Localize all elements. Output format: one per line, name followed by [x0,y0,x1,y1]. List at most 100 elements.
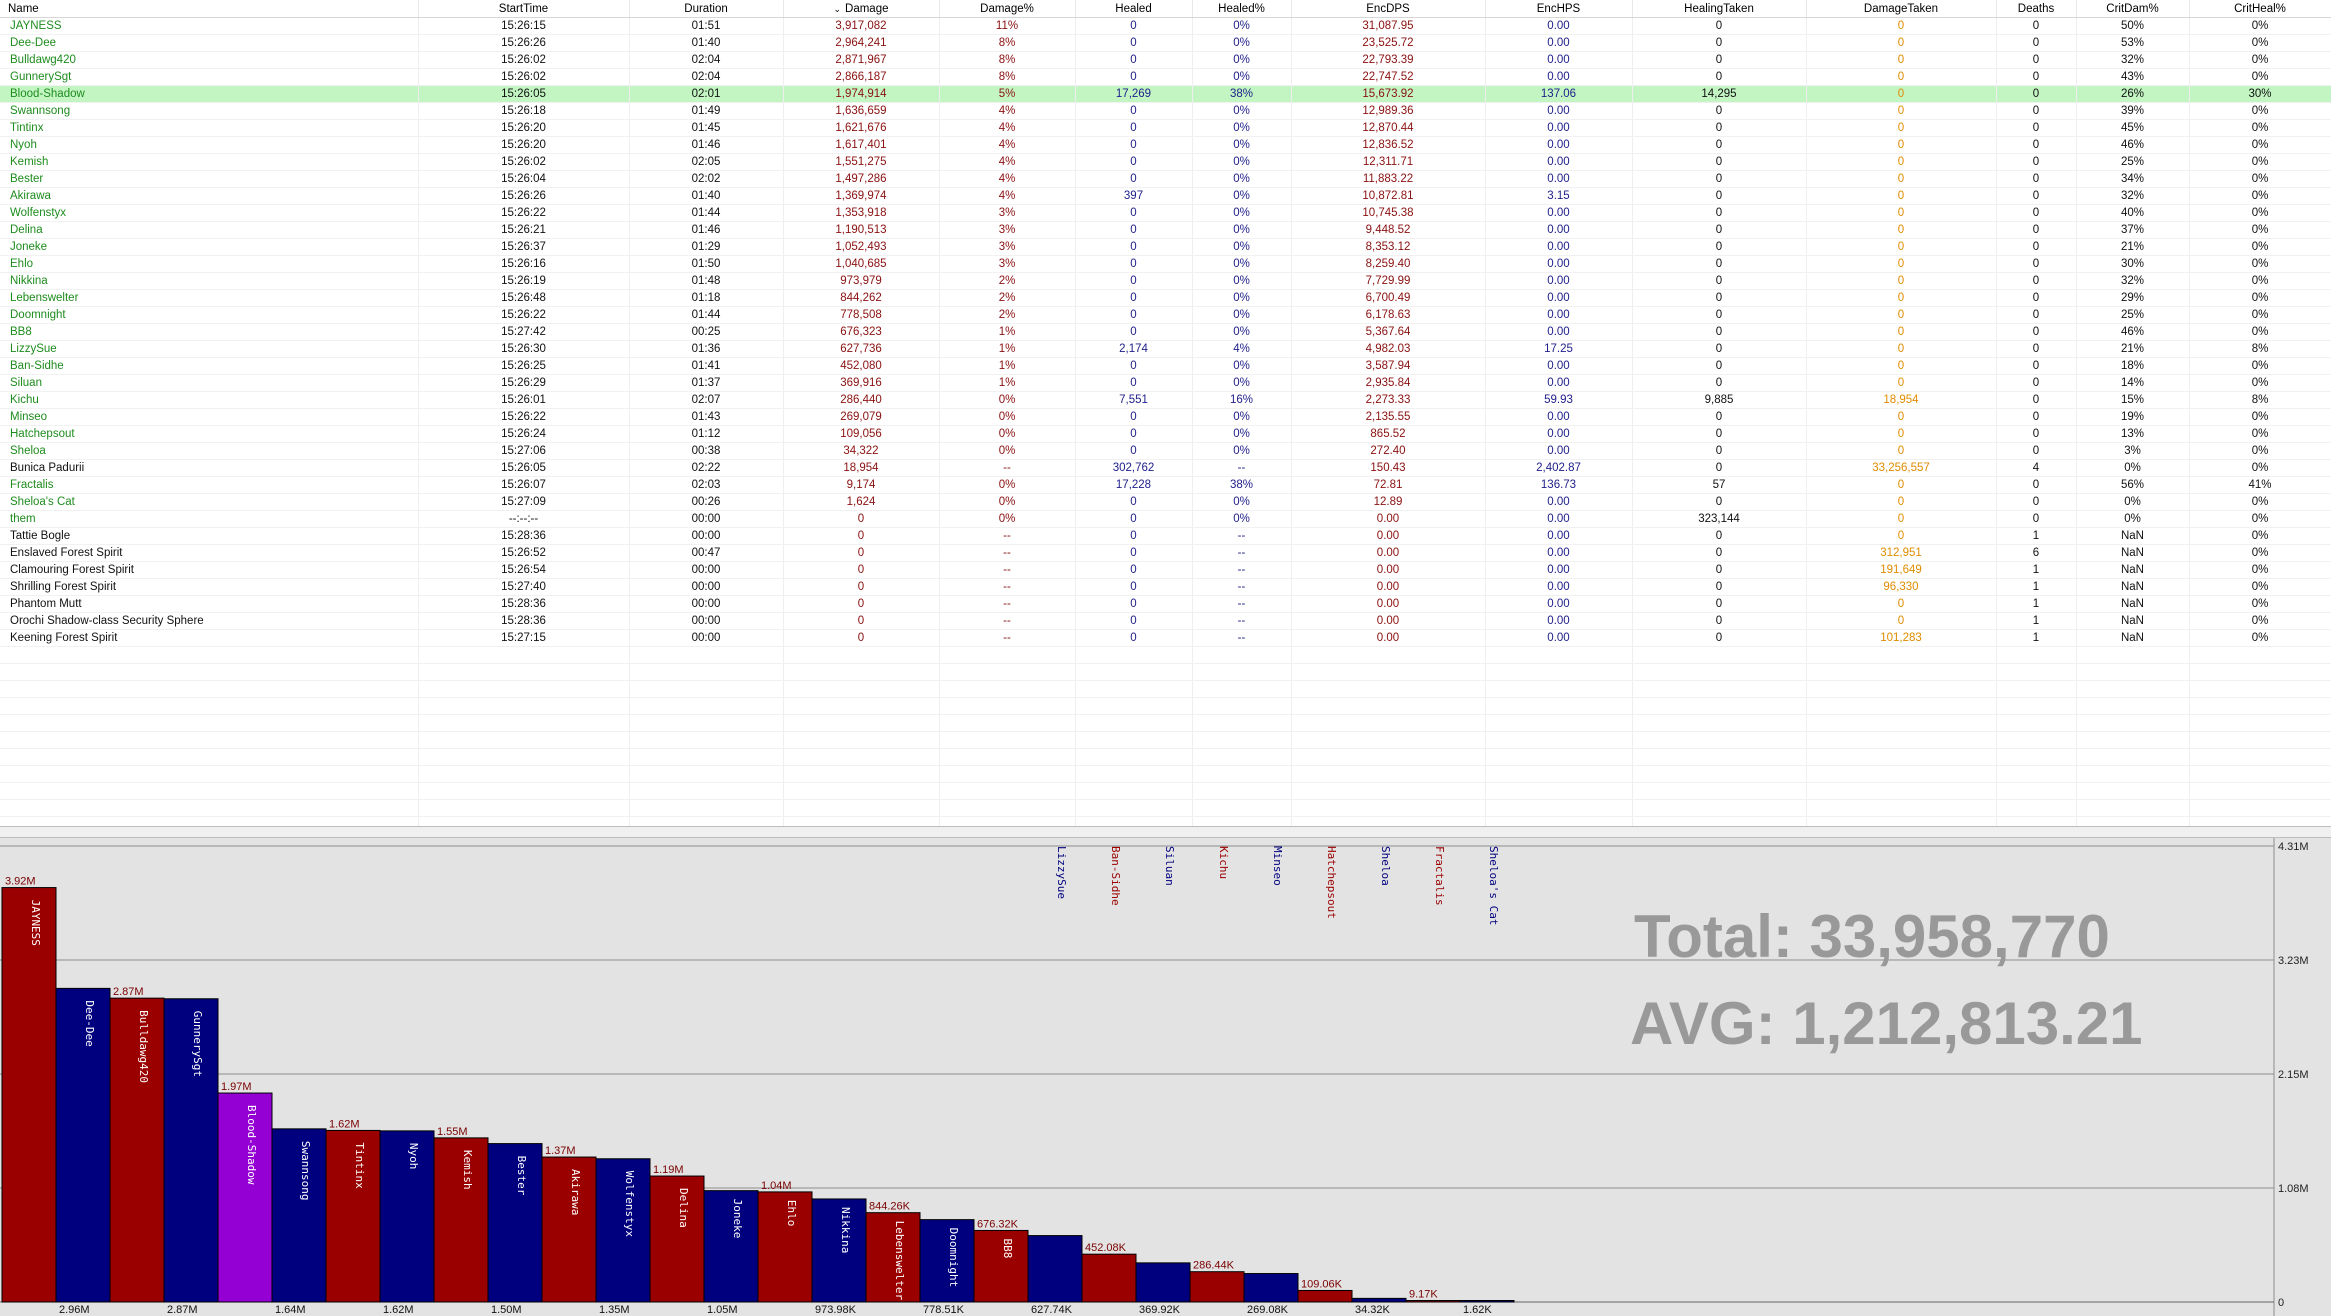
bar[interactable] [217,1092,273,1303]
column-header-damage-pct[interactable]: Damage% [939,0,1076,18]
axis-tick-label: 0 [2278,1297,2284,1309]
empty-cell [1632,782,1807,800]
table-row[interactable]: Kemish 15:26:02 02:05 1,551,275 4% 0 0% 12,311.… [0,153,2331,171]
bar[interactable] [1135,1262,1191,1303]
bar[interactable] [1459,1300,1515,1303]
column-header-name[interactable]: Name [0,0,419,18]
column-header-encdps[interactable]: EncDPS [1291,0,1486,18]
table-row[interactable]: JAYNESS 15:26:15 01:51 3,917,082 11% 0 0% 31,08… [0,17,2331,35]
table-row[interactable]: Keening Forest Spirit 15:27:15 00:00 0 -- 0 --… [0,629,2331,647]
bar[interactable] [325,1129,381,1303]
table-row[interactable]: Enslaved Forest Spirit 15:26:52 00:47 0 -- 0-… [0,544,2331,562]
bar[interactable] [973,1229,1029,1303]
table-row[interactable]: BB8 15:27:42 00:25 676,323 1% 0 0% 5,367.64 0.00… [0,323,2331,341]
cell-start-time: 15:26:05 [418,85,630,103]
column-header-deaths[interactable]: Deaths [1996,0,2077,18]
table-row[interactable]: GunnerySgt 15:26:02 02:04 2,866,187 8% 0 0% 22,… [0,68,2331,86]
table-row[interactable]: Clamouring Forest Spirit 15:26:54 00:00 0 --… [0,561,2331,579]
bar[interactable] [379,1130,435,1303]
bar[interactable] [541,1156,597,1303]
cell-damage: 1,974,914 [783,85,940,103]
column-header-label: HealingTaken [1684,2,1754,15]
table-row[interactable]: Bunica Padurii 15:26:05 02:22 18,954 -- 302,7… [0,459,2331,477]
column-header-healingtaken[interactable]: HealingTaken [1632,0,1807,18]
column-header-enchps[interactable]: EncHPS [1485,0,1633,18]
table-row[interactable]: Kichu 15:26:01 02:07 286,440 0% 7,551 16% 2,273… [0,391,2331,409]
table-row[interactable]: Bulldawg420 15:26:02 02:04 2,871,967 8% 0 0% 22… [0,51,2331,69]
column-header-healed[interactable]: Healed [1075,0,1193,18]
bar[interactable] [919,1219,975,1303]
empty-row [0,663,2331,681]
empty-cell [2076,731,2190,749]
column-header-critheal-pct[interactable]: CritHeal% [2189,0,2331,18]
bar[interactable] [109,997,165,1303]
cell-healing-taken: 0 [1632,153,1807,171]
table-row[interactable]: Hatchepsout 15:26:24 01:12 109,056 0% 0 0% 865.… [0,425,2331,443]
panel-splitter[interactable] [0,826,2331,838]
bar[interactable] [1,887,57,1303]
bar[interactable] [1351,1297,1407,1303]
table-row[interactable]: Swannsong 15:26:18 01:49 1,636,659 4% 0 0% 12,9… [0,102,2331,120]
table-row[interactable]: Siluan 15:26:29 01:37 369,916 1% 0 0% 2,935.84 0… [0,374,2331,392]
table-row[interactable]: Fractalis 15:26:07 02:03 9,174 0% 17,228 38% 72… [0,476,2331,494]
table-row[interactable]: Sheloa's Cat 15:27:09 00:26 1,624 0% 0 0% 12.89… [0,493,2331,511]
table-row[interactable]: Blood-Shadow 15:26:05 02:01 1,974,914 5% 17,2… [0,85,2331,103]
column-header-damagetaken[interactable]: DamageTaken [1806,0,1997,18]
empty-cell [629,782,784,800]
table-row[interactable]: Wolfenstyx 15:26:22 01:44 1,353,918 3% 0 0% 10,… [0,204,2331,222]
cell-enc-dps: 72.81 [1291,476,1486,494]
empty-cell [1485,799,1633,817]
column-header-healed-pct[interactable]: Healed% [1192,0,1292,18]
column-header-critdam-pct[interactable]: CritDam% [2076,0,2190,18]
table-row[interactable]: Shrilling Forest Spirit 15:27:40 00:00 0 -- 0… [0,578,2331,596]
bar[interactable] [1297,1289,1353,1303]
cell-healed-pct: 0% [1192,238,1292,256]
empty-cell [939,765,1076,783]
column-header-label: Healed [1115,2,1152,15]
table-row[interactable]: Minseo 15:26:22 01:43 269,079 0% 0 0% 2,135.55 0… [0,408,2331,426]
bar[interactable] [811,1198,867,1303]
table-row[interactable]: Phantom Mutt 15:28:36 00:00 0 -- 0 -- 0.00 0.00 0… [0,595,2331,613]
table-row[interactable]: Ehlo 15:26:16 01:50 1,040,685 3% 0 0% 8,259.40 0… [0,255,2331,273]
table-row[interactable]: Nyoh 15:26:20 01:46 1,617,401 4% 0 0% 12,836.52… [0,136,2331,154]
bar[interactable] [163,998,219,1303]
bar[interactable] [703,1190,759,1303]
table-row[interactable]: Sheloa 15:27:06 00:38 34,322 0% 0 0% 272.40 0.00… [0,442,2331,460]
cell-enc-hps: 0.00 [1485,544,1633,562]
column-header-starttime[interactable]: StartTime [418,0,630,18]
cell-damage-taken: 0 [1806,170,1997,188]
table-row[interactable]: Dee-Dee 15:26:26 01:40 2,964,241 8% 0 0% 23,525… [0,34,2331,52]
table-row[interactable]: Akirawa 15:26:26 01:40 1,369,974 4% 397 0% 10,8… [0,187,2331,205]
table-row[interactable]: Joneke 15:26:37 01:29 1,052,493 3% 0 0% 8,353.1… [0,238,2331,256]
cell-crit-heal-pct: 0% [2189,306,2331,324]
table-row[interactable]: Delina 15:26:21 01:46 1,190,513 3% 0 0% 9,448.5… [0,221,2331,239]
table-row[interactable]: Tintinx 15:26:20 01:45 1,621,676 4% 0 0% 12,870… [0,119,2331,137]
column-header-damage[interactable]: ⌄ Damage [783,0,940,18]
table-row[interactable]: Tattie Bogle 15:28:36 00:00 0 -- 0 -- 0.00 0.00 0… [0,527,2331,545]
table-row[interactable]: Ban-Sidhe 15:26:25 01:41 452,080 1% 0 0% 3,587.… [0,357,2331,375]
bar[interactable] [1027,1235,1083,1303]
table-row[interactable]: Lebenswelter 15:26:48 01:18 844,262 2% 0 0% 6,7… [0,289,2331,307]
bar[interactable] [1243,1273,1299,1303]
column-header-duration[interactable]: Duration [629,0,784,18]
empty-cell [2189,680,2331,698]
cell-crit-dam-pct: 43% [2076,68,2190,86]
bar[interactable] [865,1212,921,1303]
bar[interactable] [433,1137,489,1303]
bar[interactable] [757,1191,813,1303]
bar[interactable] [595,1158,651,1303]
bar[interactable] [1405,1300,1461,1303]
table-row[interactable]: Bester 15:26:04 02:02 1,497,286 4% 0 0% 11,883.… [0,170,2331,188]
table-row[interactable]: Nikkina 15:26:19 01:48 973,979 2% 0 0% 7,729.99… [0,272,2331,290]
bar[interactable] [1081,1253,1137,1303]
table-row[interactable]: LizzySue 15:26:30 01:36 627,736 1% 2,174 4% 4,9… [0,340,2331,358]
empty-cell [783,680,940,698]
cell-crit-dam-pct: 18% [2076,357,2190,375]
bar[interactable] [271,1128,327,1303]
table-row[interactable]: Doomnight 15:26:22 01:44 778,508 2% 0 0% 6,178.… [0,306,2331,324]
table-row[interactable]: Orochi Shadow-class Security Sphere 15:28… [0,612,2331,630]
bar[interactable] [487,1143,543,1303]
bar[interactable] [1189,1271,1245,1303]
cell-deaths: 0 [1996,170,2077,188]
table-row[interactable]: them --:--:-- 00:00 0 0% 0 0% 0.00 0.00 323,144 0 0… [0,510,2331,528]
